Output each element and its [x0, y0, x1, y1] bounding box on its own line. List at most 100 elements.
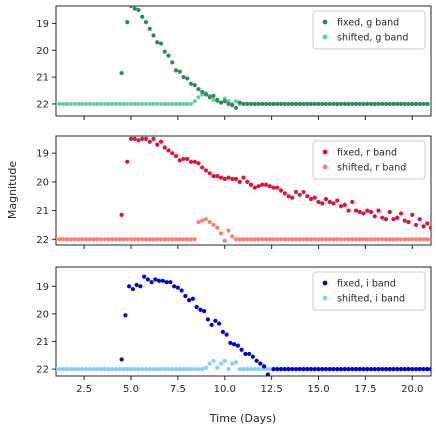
- shifted-point: [110, 237, 115, 242]
- fixed-point: [168, 280, 173, 285]
- fixed-point: [338, 101, 344, 107]
- fixed-point: [372, 367, 377, 372]
- fixed-point: [271, 367, 276, 372]
- fixed-point: [293, 101, 299, 107]
- fixed-point: [421, 224, 426, 229]
- fixed-point: [230, 176, 235, 182]
- shifted-point: [192, 367, 197, 372]
- fixed-point: [226, 175, 231, 180]
- fixed-point: [308, 197, 314, 202]
- shifted-point: [110, 367, 115, 372]
- shifted-point: [128, 237, 134, 242]
- fixed-point: [320, 201, 325, 206]
- fixed-point: [398, 367, 404, 372]
- shifted-point: [143, 101, 149, 107]
- shifted-point: [312, 237, 317, 242]
- fixed-point: [312, 101, 317, 107]
- shifted-point: [237, 367, 242, 372]
- fixed-point: [372, 214, 377, 219]
- shifted-point: [76, 237, 81, 242]
- fixed-point: [290, 195, 295, 200]
- shifted-point: [61, 367, 66, 372]
- fixed-point: [248, 101, 254, 107]
- legend: fixed, i band shifted, i band: [312, 271, 426, 311]
- fixed-point: [207, 171, 212, 176]
- shifted-point: [207, 219, 212, 225]
- fixed-point: [194, 304, 199, 310]
- fixed-point: [237, 100, 242, 105]
- fixed-point: [230, 103, 235, 108]
- fixed-point: [243, 351, 248, 357]
- fixed-point: [353, 367, 359, 372]
- fixed-point: [387, 209, 392, 215]
- legend-entry: shifted, i band: [337, 294, 405, 305]
- y-tick-label: 20: [36, 309, 49, 320]
- fixed-point: [140, 136, 145, 141]
- shifted-point: [417, 237, 422, 242]
- fixed-point: [187, 298, 192, 303]
- shifted-point: [241, 237, 246, 242]
- fixed-point: [245, 101, 250, 107]
- shifted-point: [147, 367, 152, 372]
- fixed-point: [346, 101, 351, 107]
- fixed-point: [211, 93, 216, 98]
- fixed-point: [380, 101, 385, 107]
- shifted-point: [305, 237, 310, 242]
- y-axis-label: Magnitude: [6, 161, 19, 220]
- fixed-point: [188, 159, 194, 164]
- fixed-point: [308, 367, 314, 372]
- x-tick-label: 7.5: [170, 384, 186, 395]
- fixed-point: [140, 14, 145, 19]
- shifted-point: [421, 237, 426, 242]
- shifted-point: [278, 237, 284, 242]
- y-tick-label: 19: [36, 149, 49, 160]
- fixed-point: [316, 367, 321, 372]
- fixed-point: [181, 74, 186, 80]
- shifted-point: [83, 367, 89, 372]
- fixed-point: [308, 101, 314, 107]
- shifted-point: [181, 237, 186, 242]
- shifted-point: [56, 237, 59, 242]
- fixed-point: [170, 151, 175, 156]
- fixed-point: [417, 101, 422, 107]
- shifted-point: [402, 237, 407, 242]
- x-tick-label: 20.0: [401, 384, 423, 395]
- fixed-point: [128, 6, 134, 9]
- shifted-point: [293, 237, 299, 242]
- y-tick-label: 22: [36, 365, 49, 376]
- shifted-point: [222, 238, 227, 243]
- shifted-point: [346, 237, 351, 242]
- fixed-point: [158, 139, 164, 144]
- y-tick-label: 21: [36, 206, 49, 217]
- shifted-point: [177, 367, 182, 372]
- shifted-point: [263, 237, 269, 242]
- fixed-point: [395, 367, 400, 372]
- shifted-point: [95, 367, 100, 372]
- fixed-point: [170, 60, 175, 65]
- fixed-point: [278, 101, 284, 107]
- legend-marker: [322, 19, 328, 25]
- shifted-point: [218, 231, 224, 236]
- fixed-point: [320, 367, 325, 372]
- fixed-point: [342, 202, 347, 207]
- fixed-point: [147, 139, 152, 144]
- shifted-point: [177, 101, 182, 107]
- fixed-point: [258, 361, 263, 366]
- legend-entry: fixed, g band: [337, 18, 399, 29]
- fixed-point: [142, 274, 147, 279]
- shifted-point: [248, 237, 254, 242]
- shifted-point: [106, 101, 111, 107]
- shifted-point: [80, 367, 85, 372]
- fixed-point: [387, 367, 392, 372]
- shifted-point: [76, 367, 81, 372]
- shifted-point: [380, 237, 385, 242]
- fixed-point: [335, 367, 340, 372]
- shifted-point: [106, 367, 111, 372]
- shifted-point: [95, 237, 100, 242]
- shifted-point: [215, 365, 220, 370]
- fixed-point: [282, 101, 287, 107]
- shifted-point: [151, 367, 156, 372]
- fixed-point: [417, 217, 422, 222]
- shifted-point: [252, 237, 257, 242]
- shifted-point: [237, 237, 242, 242]
